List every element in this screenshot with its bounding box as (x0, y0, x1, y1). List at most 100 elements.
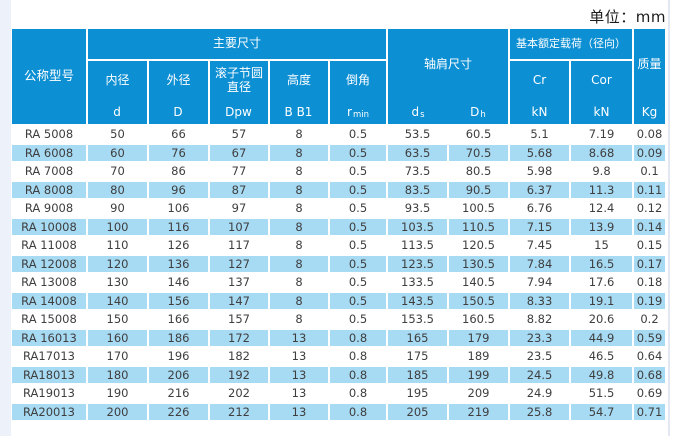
data-cell: 147 (210, 292, 268, 309)
data-cell: 76 (149, 144, 208, 161)
data-cell: 0.5 (330, 163, 386, 180)
data-cell: 0.09 (634, 144, 665, 161)
data-cell: 7.94 (510, 274, 569, 291)
data-cell: 7.15 (510, 218, 569, 235)
data-cell: 5.68 (510, 144, 569, 161)
data-cell: 25.8 (510, 403, 569, 420)
data-cell: 0.64 (634, 348, 665, 365)
data-cell: 96 (149, 181, 208, 198)
data-cell: 0.18 (634, 274, 665, 291)
data-cell: 8 (270, 292, 328, 309)
data-cell: 7.84 (510, 255, 569, 272)
data-cell: 6.37 (510, 181, 569, 198)
data-cell: 117 (210, 237, 268, 254)
data-cell: 54.7 (571, 403, 632, 420)
mass-title: 质量 (637, 57, 662, 72)
data-cell: 0.1 (634, 163, 665, 180)
data-cell: 0.14 (634, 218, 665, 235)
model-cell: RA18013 (12, 366, 86, 383)
data-cell: 86 (149, 163, 208, 180)
data-cell: 13 (270, 385, 328, 402)
data-cell: 13 (270, 329, 328, 346)
data-cell: 127 (210, 255, 268, 272)
model-cell: RA 11008 (12, 237, 86, 254)
data-cell: 6.76 (510, 200, 569, 217)
data-cell: 24.9 (510, 385, 569, 402)
model-cell: RA19013 (12, 385, 86, 402)
data-cell: 150 (88, 311, 147, 328)
data-cell: 23.5 (510, 348, 569, 365)
page-left-margin (0, 0, 11, 436)
data-cell: 8 (270, 218, 328, 235)
model-cell: RA 5008 (12, 126, 86, 143)
data-cell: 80.5 (449, 163, 508, 180)
data-cell: 150.5 (449, 292, 508, 309)
data-cell: 106 (149, 200, 208, 217)
data-cell: 160.5 (449, 311, 508, 328)
data-cell: 186 (149, 329, 208, 346)
data-cell: 137 (210, 274, 268, 291)
data-cell: 9.8 (571, 163, 632, 180)
data-cell: 23.3 (510, 329, 569, 346)
data-cell: 8 (270, 311, 328, 328)
data-cell: 153.5 (388, 311, 447, 328)
data-cell: 0.8 (330, 403, 386, 420)
data-cell: 8.68 (571, 144, 632, 161)
data-cell: 0.5 (330, 218, 386, 235)
data-cell: 120.5 (449, 237, 508, 254)
data-cell: 170 (88, 348, 147, 365)
data-cell: 120 (88, 255, 147, 272)
data-cell: 63.5 (388, 144, 447, 161)
data-cell: 80 (88, 181, 147, 198)
data-cell: 113.5 (388, 237, 447, 254)
data-cell: 8.82 (510, 311, 569, 328)
data-cell: 5.1 (510, 126, 569, 143)
data-cell: 60.5 (449, 126, 508, 143)
data-cell: 212 (210, 403, 268, 420)
page-right-border (668, 0, 670, 436)
data-cell: 146 (149, 274, 208, 291)
model-cell: RA 10008 (12, 218, 86, 235)
data-cell: 205 (388, 403, 447, 420)
data-cell: 15 (571, 237, 632, 254)
data-cell: 7.19 (571, 126, 632, 143)
shoulder-dims-title: 轴肩尺寸 (423, 57, 472, 72)
model-cell: RA 8008 (12, 181, 86, 198)
data-cell: 103.5 (388, 218, 447, 235)
data-cell: 195 (388, 385, 447, 402)
model-cell: RA20013 (12, 403, 86, 420)
data-cell: 0.8 (330, 348, 386, 365)
data-cell: 209 (449, 385, 508, 402)
data-cell: 0.2 (634, 311, 665, 328)
data-cell: 0.5 (330, 144, 386, 161)
data-cell: 8 (270, 144, 328, 161)
data-cell: 0.5 (330, 292, 386, 309)
data-cell: 0.8 (330, 329, 386, 346)
data-cell: 192 (210, 366, 268, 383)
model-cell: RA 13008 (12, 274, 86, 291)
data-cell: 136 (149, 255, 208, 272)
data-cell: 46.5 (571, 348, 632, 365)
data-cell: 87 (210, 181, 268, 198)
data-cell: 206 (149, 366, 208, 383)
model-cell: RA 6008 (12, 144, 86, 161)
data-cell: 0.5 (330, 274, 386, 291)
col-header-model: 公称型号 (12, 29, 86, 124)
data-cell: 53.5 (388, 126, 447, 143)
data-cell: 200 (88, 403, 147, 420)
data-cell: 140.5 (449, 274, 508, 291)
data-cell: 90.5 (449, 181, 508, 198)
data-cell: 8 (270, 200, 328, 217)
data-cell: 140 (88, 292, 147, 309)
mass-unit: Kg (641, 104, 658, 119)
data-cell: 199 (449, 366, 508, 383)
data-cell: 12.4 (571, 200, 632, 217)
data-cell: 179 (449, 329, 508, 346)
data-cell: 100.5 (449, 200, 508, 217)
data-cell: 0.5 (330, 126, 386, 143)
col-header-outer-diameter: 外径 D (149, 61, 208, 124)
data-cell: 126 (149, 237, 208, 254)
